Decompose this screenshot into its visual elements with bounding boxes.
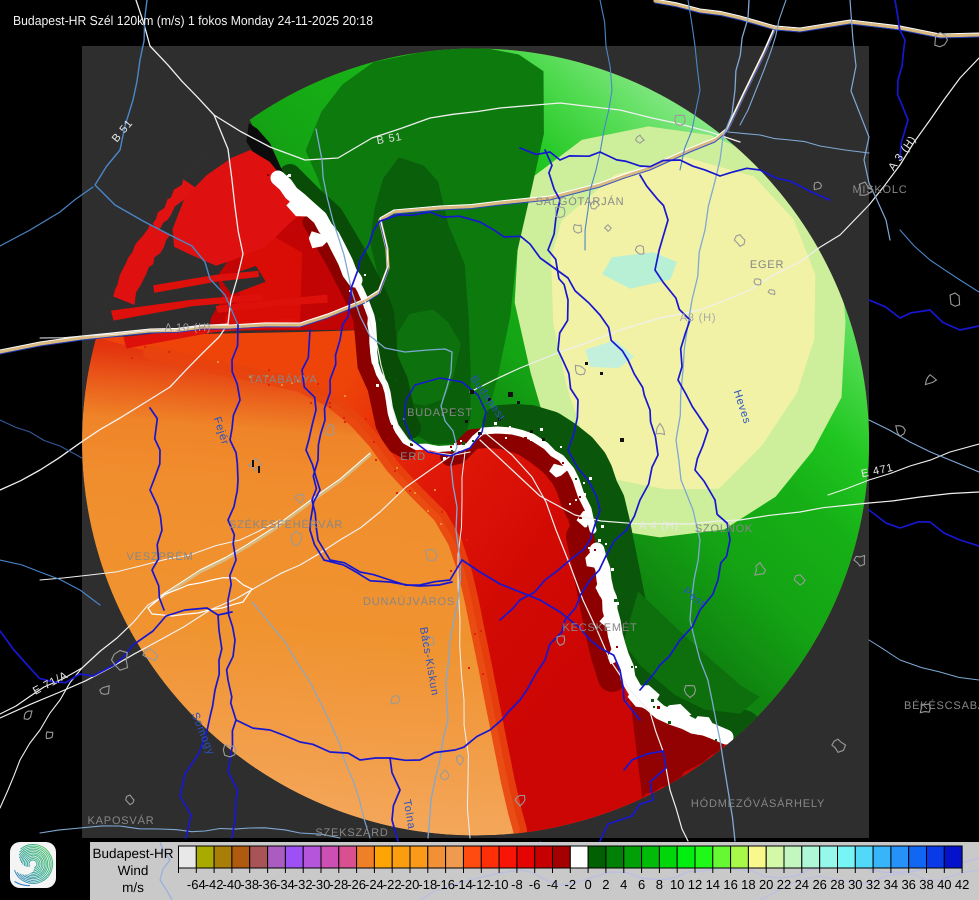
svg-text:Wind: Wind: [118, 863, 149, 878]
svg-text:-28: -28: [329, 877, 348, 892]
svg-text:-24: -24: [365, 877, 384, 892]
svg-text:SZOLNOK: SZOLNOK: [695, 523, 753, 535]
svg-text:DUNAÚJVÁROS: DUNAÚJVÁROS: [363, 595, 455, 608]
svg-text:-10: -10: [490, 877, 509, 892]
svg-text:20: 20: [759, 877, 773, 892]
svg-text:KAPOSVÁR: KAPOSVÁR: [88, 814, 155, 827]
svg-text:-8: -8: [511, 877, 523, 892]
svg-text:-14: -14: [454, 877, 473, 892]
svg-text:18: 18: [741, 877, 755, 892]
svg-text:2: 2: [602, 877, 609, 892]
svg-text:8: 8: [656, 877, 663, 892]
svg-text:22: 22: [777, 877, 791, 892]
svg-text:A3 (H): A3 (H): [680, 312, 717, 324]
svg-text:34: 34: [884, 877, 898, 892]
svg-text:-32: -32: [294, 877, 313, 892]
svg-text:Budapest-HR: Budapest-HR: [92, 846, 173, 861]
svg-text:m/s: m/s: [122, 880, 144, 895]
svg-text:4: 4: [620, 877, 627, 892]
svg-text:-18: -18: [418, 877, 437, 892]
svg-text:32: 32: [866, 877, 880, 892]
svg-text:SZEKSZÁRD: SZEKSZÁRD: [315, 826, 388, 839]
svg-text:-2: -2: [565, 877, 577, 892]
svg-text:Tolna: Tolna: [400, 799, 417, 831]
svg-text:36: 36: [901, 877, 915, 892]
svg-text:38: 38: [919, 877, 933, 892]
svg-text:6: 6: [638, 877, 645, 892]
svg-text:0: 0: [584, 877, 591, 892]
svg-text:-34: -34: [276, 877, 295, 892]
svg-text:-6: -6: [529, 877, 541, 892]
svg-text:HÓDMEZŐVÁSÁRHELY: HÓDMEZŐVÁSÁRHELY: [691, 797, 825, 810]
svg-text:EGER: EGER: [750, 259, 784, 271]
svg-text:KECSKEMÉT: KECSKEMÉT: [562, 621, 637, 634]
svg-text:-36: -36: [258, 877, 277, 892]
svg-text:-64: -64: [187, 877, 206, 892]
svg-text:SALGÓTARJÁN: SALGÓTARJÁN: [536, 195, 625, 208]
svg-text:40: 40: [937, 877, 951, 892]
svg-text:-22: -22: [383, 877, 402, 892]
svg-text:ERD: ERD: [400, 451, 426, 463]
svg-text:VESZPRÉM: VESZPRÉM: [127, 550, 194, 563]
svg-text:-4: -4: [547, 877, 559, 892]
svg-text:24: 24: [795, 877, 809, 892]
svg-text:16: 16: [723, 877, 737, 892]
svg-text:BÉKÉSCSABA: BÉKÉSCSABA: [904, 699, 979, 712]
svg-text:12: 12: [688, 877, 702, 892]
svg-text:B 51: B 51: [376, 131, 404, 147]
svg-text:-30: -30: [312, 877, 331, 892]
svg-text:-26: -26: [347, 877, 366, 892]
svg-text:MISKOLC: MISKOLC: [852, 184, 907, 196]
svg-text:10: 10: [670, 877, 684, 892]
svg-text:-20: -20: [401, 877, 420, 892]
svg-text:-16: -16: [436, 877, 455, 892]
svg-text:14: 14: [706, 877, 720, 892]
svg-text:Budapest-HR Szél 120km (m/s) 1: Budapest-HR Szél 120km (m/s) 1 fokos Mon…: [13, 13, 373, 28]
svg-text:A 10 (H): A 10 (H): [165, 322, 212, 334]
svg-text:26: 26: [812, 877, 826, 892]
svg-text:-38: -38: [240, 877, 259, 892]
svg-text:A 4 (H): A 4 (H): [639, 520, 679, 532]
svg-text:-12: -12: [472, 877, 491, 892]
svg-text:SZÉKESFEHÉRVÁR: SZÉKESFEHÉRVÁR: [229, 518, 343, 531]
svg-text:30: 30: [848, 877, 862, 892]
svg-text:-40: -40: [223, 877, 242, 892]
svg-text:42: 42: [955, 877, 969, 892]
svg-text:-42: -42: [205, 877, 224, 892]
svg-text:TATABÁNYA: TATABÁNYA: [248, 373, 317, 386]
svg-text:BUDAPEST: BUDAPEST: [407, 407, 473, 419]
svg-text:28: 28: [830, 877, 844, 892]
